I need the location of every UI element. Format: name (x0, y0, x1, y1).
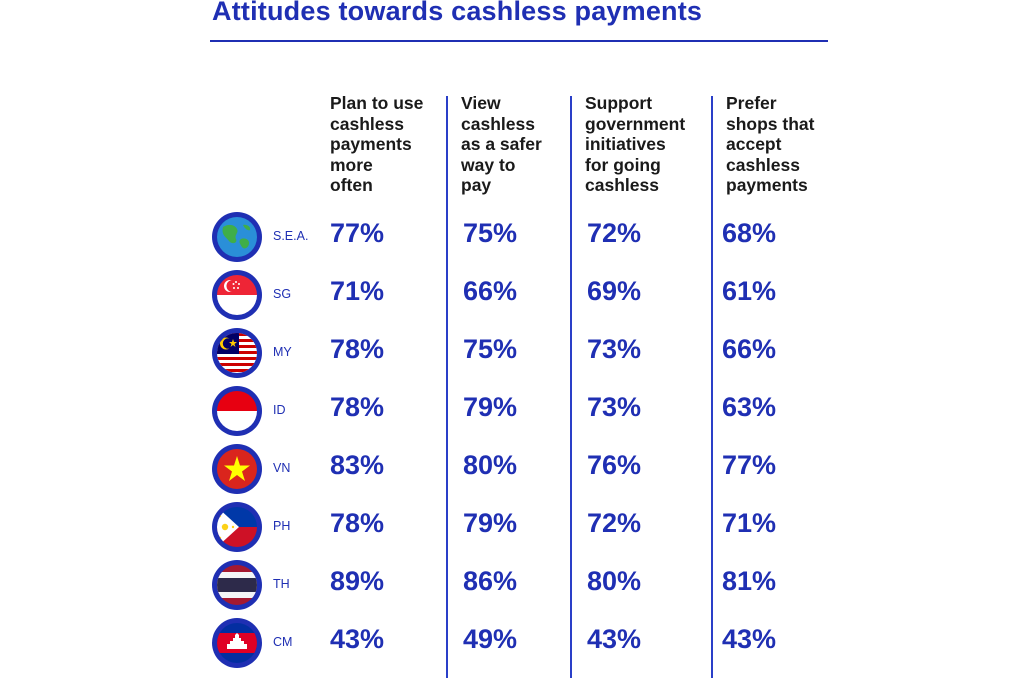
table-row: VN 83% 80% 76% 77% (0, 440, 1024, 498)
value-cell: 72% (587, 218, 642, 248)
value-cell: 66% (463, 276, 518, 306)
value-cell: 80% (463, 450, 518, 480)
value-cell: 49% (463, 624, 518, 654)
region-code: CM (273, 635, 293, 649)
region-code: PH (273, 519, 291, 533)
globe-icon (212, 212, 262, 262)
table-row: CM 43% 49% 43% 43% (0, 614, 1024, 672)
value-cell: 89% (330, 566, 385, 596)
value-cell: 79% (463, 508, 518, 538)
column-header-support-government: Support government initiatives for going… (585, 93, 686, 195)
region-code: S.E.A. (273, 229, 309, 243)
table-row: S.E.A. 77% 75% 72% 68% (0, 208, 1024, 266)
column-header-plan-to-use: Plan to use cashless payments more often (330, 93, 424, 195)
vietnam-flag-icon (212, 444, 262, 494)
indonesia-flag-icon (212, 386, 262, 436)
value-cell: 75% (463, 334, 518, 364)
value-cell: 63% (722, 392, 777, 422)
cambodia-flag-icon (212, 618, 262, 668)
value-cell: 75% (463, 218, 518, 248)
table-row: TH 89% 86% 80% 81% (0, 556, 1024, 614)
value-cell: 68% (722, 218, 777, 248)
table-row: PH 78% 79% 72% 71% (0, 498, 1024, 556)
value-cell: 69% (587, 276, 642, 306)
thailand-flag-icon (212, 560, 262, 610)
value-cell: 61% (722, 276, 777, 306)
value-cell: 73% (587, 392, 642, 422)
singapore-flag-icon (212, 270, 262, 320)
region-code: VN (273, 461, 291, 475)
title-underline (210, 40, 828, 42)
table-row: MY 78% 75% 73% 66% (0, 324, 1024, 382)
value-cell: 71% (330, 276, 385, 306)
value-cell: 76% (587, 450, 642, 480)
table-row: SG 71% 66% 69% 61% (0, 266, 1024, 324)
value-cell: 77% (722, 450, 777, 480)
philippines-flag-icon (212, 502, 262, 552)
region-code: TH (273, 577, 290, 591)
column-header-view-safer: View cashless as a safer way to pay (461, 93, 542, 195)
value-cell: 43% (722, 624, 777, 654)
value-cell: 78% (330, 334, 385, 364)
column-header-prefer-shops: Prefer shops that accept cashless paymen… (726, 93, 815, 195)
value-cell: 73% (587, 334, 642, 364)
value-cell: 43% (587, 624, 642, 654)
value-cell: 78% (330, 508, 385, 538)
column-divider-1 (446, 96, 448, 678)
value-cell: 83% (330, 450, 385, 480)
value-cell: 71% (722, 508, 777, 538)
table-row: ID 78% 79% 73% 63% (0, 382, 1024, 440)
value-cell: 81% (722, 566, 777, 596)
value-cell: 72% (587, 508, 642, 538)
region-code: SG (273, 287, 292, 301)
malaysia-flag-icon (212, 328, 262, 378)
column-divider-2 (570, 96, 572, 678)
value-cell: 43% (330, 624, 385, 654)
chart-title: Attitudes towards cashless payments (212, 0, 703, 26)
value-cell: 77% (330, 218, 385, 248)
value-cell: 80% (587, 566, 642, 596)
value-cell: 79% (463, 392, 518, 422)
value-cell: 66% (722, 334, 777, 364)
value-cell: 78% (330, 392, 385, 422)
value-cell: 86% (463, 566, 518, 596)
region-code: ID (273, 403, 286, 417)
region-code: MY (273, 345, 292, 359)
column-divider-3 (711, 96, 713, 678)
